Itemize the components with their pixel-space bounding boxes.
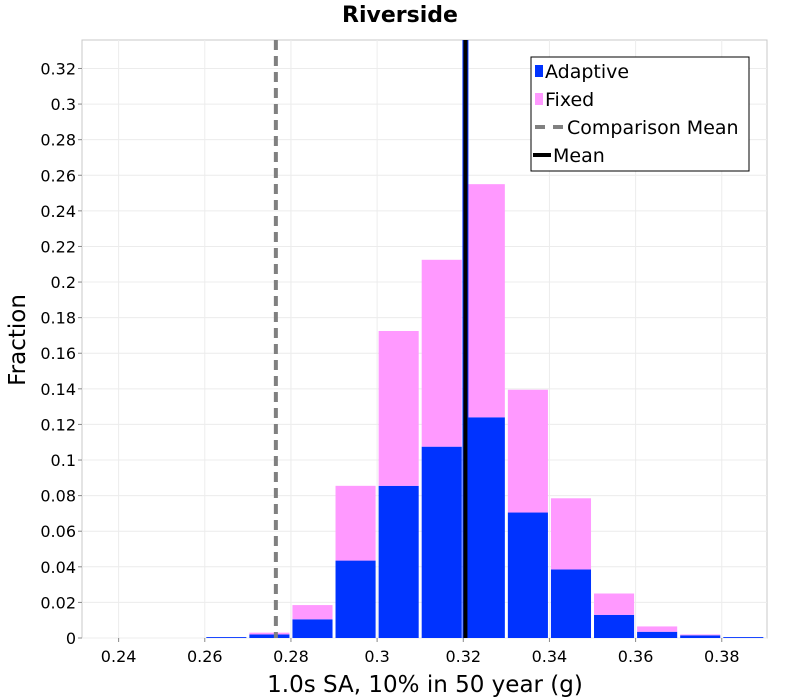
legend-swatch-fixed (535, 93, 543, 105)
y-tick-label: 0.32 (40, 59, 76, 78)
bar-adaptive (206, 637, 247, 638)
bar-fixed (335, 485, 376, 561)
bar-fixed (292, 605, 333, 620)
y-tick-label: 0.08 (40, 487, 76, 506)
x-tick-label: 0.36 (618, 647, 654, 666)
legend-label: Fixed (545, 89, 594, 111)
bars (206, 184, 764, 638)
y-tick-label: 0.06 (40, 522, 76, 541)
legend-box (530, 56, 750, 172)
y-tick-label: 0.22 (40, 237, 76, 256)
y-tick-label: 0.18 (40, 309, 76, 328)
bar-adaptive (335, 560, 376, 638)
y-tick-label: 0.3 (51, 95, 76, 114)
y-tick-label: 0.26 (40, 166, 76, 185)
bar-fixed (249, 632, 290, 635)
bar-adaptive (507, 512, 548, 638)
bar-adaptive (637, 631, 678, 638)
bar-adaptive (550, 569, 592, 638)
y-axis-ticks: 0 0.02 0.04 0.06 0.08 0.1 0.12 0.14 0.16 0.18 0.2 0… (40, 59, 82, 648)
legend: Adaptive Fixed Comparison Mean Mean (530, 56, 750, 172)
y-tick-label: 0.24 (40, 202, 76, 221)
bar-adaptive (723, 637, 764, 638)
x-tick-label: 0.34 (532, 647, 568, 666)
y-tick-label: 0.16 (40, 344, 76, 363)
y-tick-label: 0 (66, 629, 76, 648)
bar-fixed (550, 498, 592, 570)
bar-adaptive (378, 485, 419, 638)
legend-label: Mean (553, 145, 605, 167)
x-tick-label: 0.3 (364, 647, 389, 666)
y-tick-label: 0.04 (40, 558, 76, 577)
x-tick-label: 0.28 (273, 647, 309, 666)
bar-fixed (637, 626, 678, 632)
bar-fixed (680, 634, 721, 636)
x-tick-label: 0.24 (101, 647, 137, 666)
bar-adaptive (292, 619, 333, 638)
mean-lines (273, 40, 469, 638)
bar-adaptive (249, 634, 290, 638)
y-tick-label: 0.1 (51, 451, 76, 470)
y-tick-label: 0.28 (40, 131, 76, 150)
y-tick-label: 0.14 (40, 380, 76, 399)
x-axis-label: 1.0s SA, 10% in 50 year (g) (267, 672, 583, 698)
y-axis-label: Fraction (5, 294, 31, 386)
x-tick-label: 0.38 (704, 647, 740, 666)
chart-title: Riverside (342, 3, 458, 28)
bar-adaptive (421, 446, 462, 638)
bar-fixed (594, 593, 635, 615)
bar-fixed (464, 184, 505, 418)
legend-label: Comparison Mean (567, 117, 739, 139)
bar-fixed (378, 330, 419, 486)
legend-label: Adaptive (545, 61, 629, 83)
y-tick-label: 0.2 (51, 273, 76, 292)
y-tick-label: 0.02 (40, 593, 76, 612)
bar-adaptive (464, 417, 505, 638)
bar-adaptive (594, 614, 635, 638)
x-tick-label: 0.32 (445, 647, 481, 666)
bar-fixed (421, 259, 462, 447)
legend-swatch-adaptive (535, 65, 543, 77)
bar-adaptive (680, 635, 721, 638)
bar-fixed (507, 389, 548, 513)
y-tick-label: 0.12 (40, 415, 76, 434)
x-axis-ticks: 0.24 0.26 0.28 0.3 0.32 0.34 0.36 0.38 (101, 638, 740, 666)
x-tick-label: 0.26 (187, 647, 223, 666)
